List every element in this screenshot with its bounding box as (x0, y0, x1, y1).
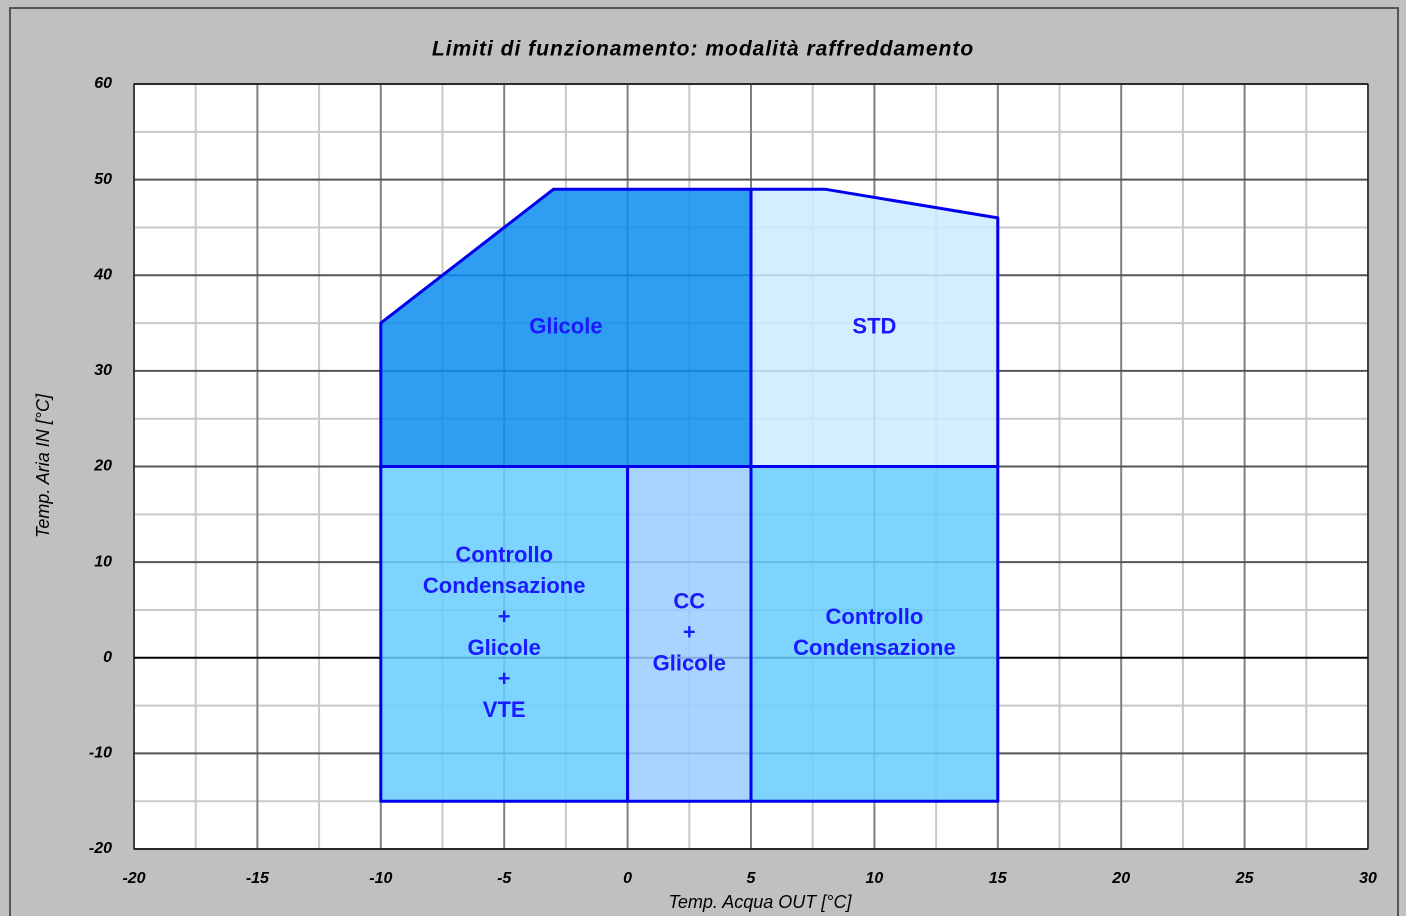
region (379, 465, 630, 803)
x-axis-label: Temp. Acqua OUT [°C] (669, 892, 853, 912)
x-tick-label: 20 (1111, 870, 1130, 887)
region-label: Controllo (826, 604, 924, 629)
region-label: Condensazione (423, 573, 586, 598)
region-label: Glicole (529, 314, 602, 339)
chart-title: Limiti di funzionamento: modalità raffre… (432, 38, 974, 61)
region-label: Controllo (455, 542, 553, 567)
y-tick-label: 30 (94, 362, 112, 379)
y-tick-label: 10 (94, 553, 112, 570)
y-tick-label: 60 (94, 75, 112, 92)
x-tick-label: 30 (1359, 870, 1377, 887)
regions (379, 187, 1000, 803)
y-tick-label: -20 (89, 840, 112, 857)
x-tick-label: -20 (122, 870, 145, 887)
x-tick-label: 15 (989, 870, 1008, 887)
region-label: + (498, 604, 511, 629)
y-tick-label: 20 (93, 458, 112, 475)
y-tick-label: 50 (94, 171, 112, 188)
region-label: VTE (483, 697, 526, 722)
region-label: + (498, 666, 511, 691)
x-tick-label: -10 (369, 870, 392, 887)
x-tick-label: 25 (1235, 870, 1255, 887)
region-label: CC (673, 589, 705, 614)
x-tick-label: -15 (246, 870, 270, 887)
region (749, 465, 1000, 803)
y-tick-label: 0 (103, 649, 112, 666)
x-tick-label: 5 (747, 870, 757, 887)
labels: Glicole STD Controllo Condensazione + Glicole… (423, 314, 956, 723)
region-label: Glicole (468, 635, 541, 660)
plot-border (133, 83, 1369, 850)
x-tick-label: 0 (623, 870, 632, 887)
region-label: Glicole (653, 651, 726, 676)
x-tick-label: 10 (866, 870, 884, 887)
region-label: Condensazione (793, 635, 956, 660)
region-label: STD (852, 314, 896, 339)
y-tick-label: 40 (93, 266, 112, 283)
y-axis-label: Temp. Aria IN [°C] (33, 393, 53, 538)
region-label: + (683, 620, 696, 645)
x-tick-label: -5 (497, 870, 512, 887)
y-tick-label: -10 (89, 745, 112, 762)
